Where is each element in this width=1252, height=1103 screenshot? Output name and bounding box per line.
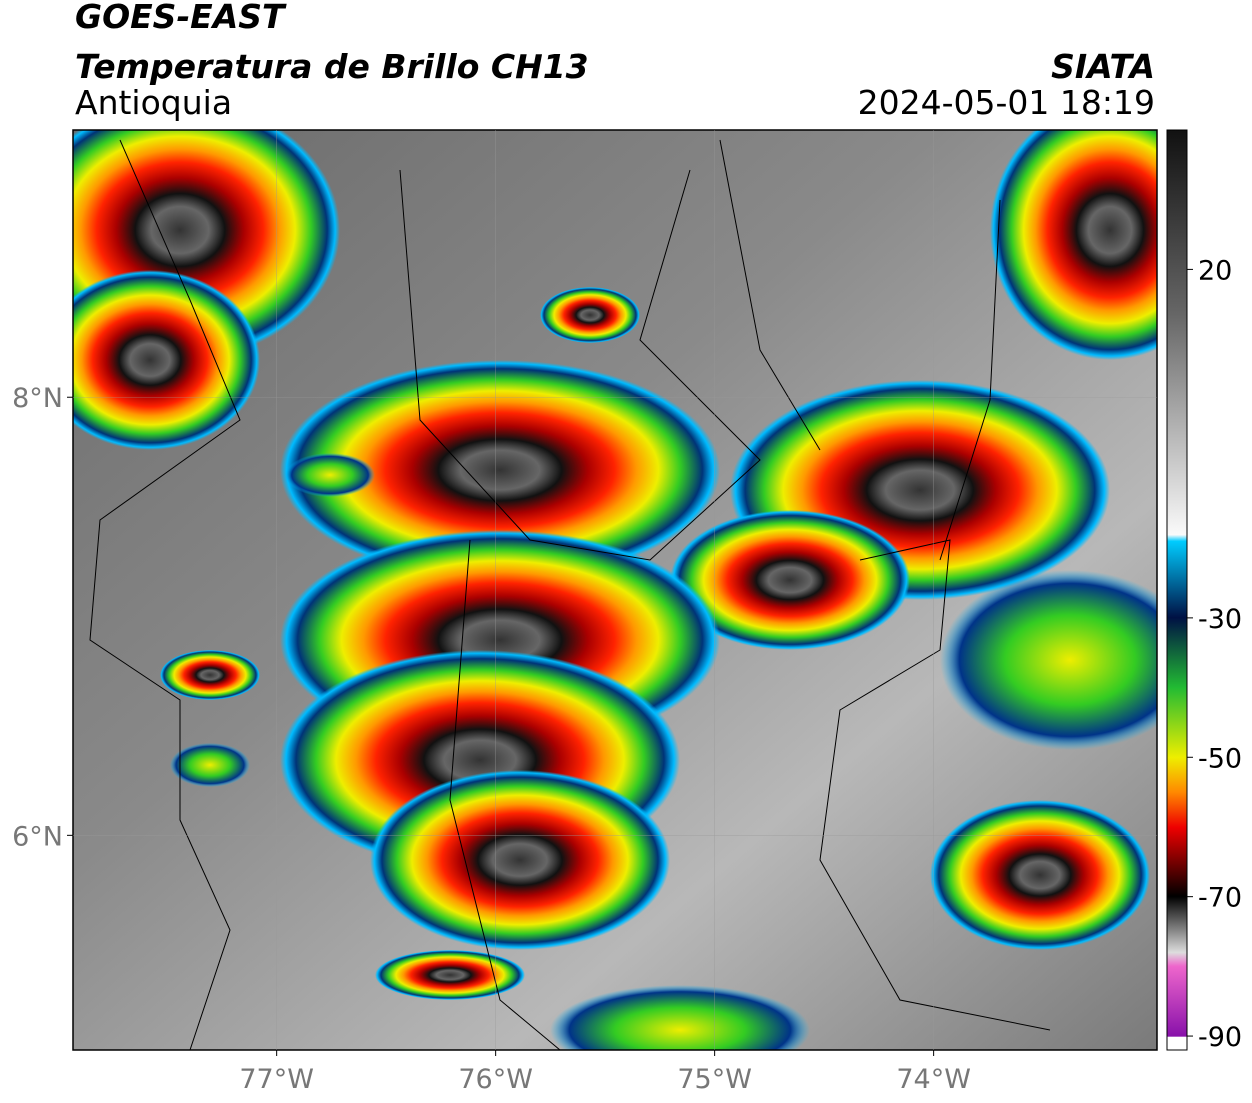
datetime: 2024-05-01 18:19 [858,83,1155,122]
colorbar [1166,129,1188,1051]
satellite-image [73,130,1157,1050]
colorbar-tick-label: -90 [1198,1022,1242,1053]
y-tick-label: 6°N [12,821,63,852]
colorbar-tick-label: -30 [1198,604,1242,635]
colorbar-tick-label: -50 [1198,743,1242,774]
colorbar-tick-label: -70 [1198,883,1242,914]
colorbar-tick-label: 20 [1198,255,1232,286]
map-frame [72,129,1158,1051]
subtitle: Temperatura de Brillo CH13 [75,47,589,86]
x-tick-label: 76°W [458,1064,533,1095]
region: Antioquia [75,83,232,122]
x-tick-label: 74°W [896,1064,971,1095]
source: SIATA [1051,47,1155,86]
y-tick-label: 8°N [12,383,63,414]
title: GOES-EAST [75,0,287,36]
x-tick-label: 77°W [239,1064,314,1095]
x-tick-label: 75°W [677,1064,752,1095]
